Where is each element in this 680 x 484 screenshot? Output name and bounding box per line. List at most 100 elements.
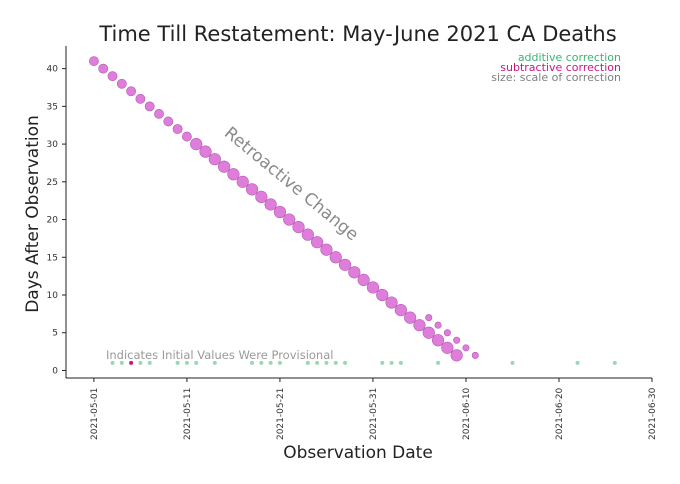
x-tick-label: 2021-06-20 [555,387,565,440]
x-axis-title: Observation Date [283,443,433,463]
provisional-point [305,360,310,365]
provisional-point [147,360,152,365]
annotation-provisional: Indicates Initial Values Were Provisiona… [106,348,333,362]
restatement-point [366,281,380,294]
x-tick-label: 2021-05-01 [90,388,100,440]
y-tick-label: 25 [47,178,58,188]
restatement-point [154,109,164,119]
provisional-point [343,360,348,365]
restatement-point [163,116,174,127]
restatement-point [144,101,155,112]
provisional-point [259,360,264,365]
provisional-point [612,360,617,365]
x-tick-label: 2021-05-31 [369,388,379,440]
y-tick-label: 0 [52,366,58,376]
restatement-point [208,153,221,166]
provisional-point [138,360,143,365]
provisional-point [315,360,320,365]
restatement-point [453,336,461,344]
axes [65,46,652,379]
chart-title: Time Till Restatement: May-June 2021 CA … [98,22,616,46]
restatement-point [107,71,118,82]
restatement-point [199,145,212,158]
x-tick-label: 2021-06-10 [462,387,472,440]
legend: additive correction subtractive correcti… [491,51,621,84]
restatement-point [116,78,127,89]
restatement-point [443,329,451,337]
y-tick-label: 5 [52,329,58,339]
y-tick-label: 35 [47,102,58,112]
restatement-point [172,124,183,134]
restatement-point [301,228,314,241]
provisional-point [389,360,394,365]
provisional-point [129,360,134,365]
restatement-point [413,319,426,332]
y-tick-label: 40 [47,65,59,75]
x-tick-label: 2021-05-11 [183,388,193,440]
provisional-point [119,360,124,365]
restatement-point [283,213,296,226]
provisional-point [175,360,180,365]
restatement-point [431,334,445,347]
restatement-point [182,131,192,142]
y-tick-label: 30 [47,140,59,150]
provisional-point [510,360,515,365]
provisional-point [436,360,441,365]
restatement-point [422,326,435,339]
restatement-point [89,56,99,66]
y-tick-label: 10 [47,291,59,301]
restatement-point [338,258,352,271]
provisional-point [250,360,255,365]
legend-entry-additive: additive correction [518,51,621,64]
restatement-point [394,303,407,317]
provisional-point [194,360,199,365]
provisional-point [398,360,403,365]
restatement-point [126,86,137,97]
restatement-point [227,168,240,181]
restatement-point [357,273,370,287]
x-tick-label: 2021-05-21 [276,388,286,440]
restatement-point [320,243,333,256]
provisional-point [380,360,385,365]
restatement-point [348,266,361,279]
legend-entry-subtractive: subtractive correction [500,61,621,74]
provisional-point [575,360,580,365]
data-points [89,56,617,365]
restatement-point [311,236,324,249]
provisional-point [212,360,217,365]
provisional-point [324,360,329,365]
restatement-point [450,349,463,362]
restatement-point [425,314,433,322]
y-axis-title: Days After Observation [23,115,43,313]
x-tick-label: 2021-06-30 [648,387,658,440]
provisional-point [333,360,338,365]
restatement-point [404,311,417,324]
restatement-point [255,190,268,204]
provisional-point [110,360,115,365]
restatement-point [434,321,442,329]
y-tick-label: 15 [47,253,58,263]
restatement-point [292,220,305,234]
restatement-point [236,175,249,188]
provisional-point [268,360,273,365]
restatement-point [471,351,479,359]
restatement-point [135,93,146,104]
y-tick-label: 20 [47,216,59,226]
restatement-point [273,205,287,219]
restatement-point [218,160,231,173]
legend-entry-size: size: scale of correction [491,71,621,84]
restatement-point [98,63,109,74]
restatement-point [264,198,277,211]
restatement-point [190,137,203,151]
restatement-point [462,344,470,352]
provisional-point [277,360,282,365]
restatement-point [385,296,398,309]
restatement-point [441,341,454,354]
restatement-point [245,183,259,196]
axis-ticks: 0 5 10 15 20 25 30 35 40 2021-05-01 2021-05-11 2021… [47,65,658,440]
provisional-point [184,360,189,365]
restatement-point [329,251,342,264]
restatement-point [376,288,389,302]
